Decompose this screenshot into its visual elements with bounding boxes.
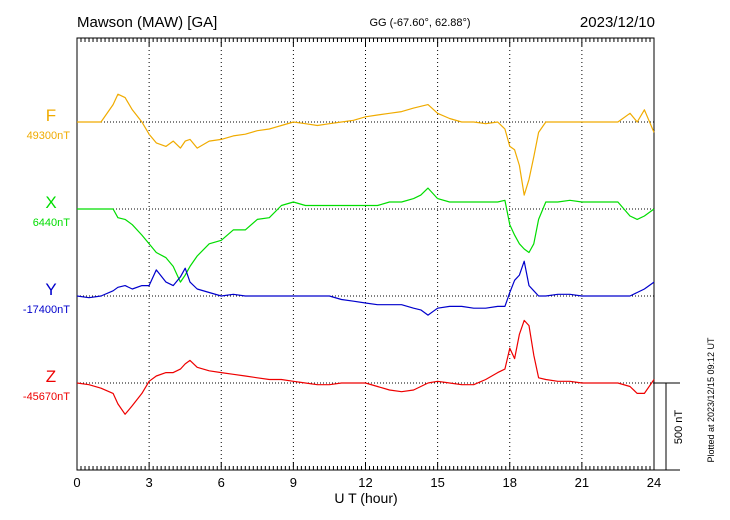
series-line-f [77, 93, 655, 196]
baseline-label-y: -17400nT [23, 304, 70, 316]
x-tick-labels: 0 3 6 9 12 15 18 21 24 [73, 475, 661, 490]
baseline-label-x: 6440nT [33, 217, 71, 229]
x-tick-label: 18 [503, 475, 517, 490]
series-line-y [76, 260, 655, 316]
coords-label: GG (-67.60°, 62.88°) [369, 17, 470, 29]
x-tick-label: 12 [358, 475, 372, 490]
x-tick-label: 24 [647, 475, 661, 490]
x-tick-label: 0 [73, 475, 80, 490]
station-title: Mawson (MAW) [GA] [77, 14, 217, 31]
x-tick-label: 6 [218, 475, 225, 490]
series-name-f: F [46, 106, 56, 125]
baselines [77, 121, 654, 384]
vertical-gridlines [148, 38, 583, 470]
plotted-note: Plotted at 2023/12/15 09:12 UT [706, 337, 716, 463]
x-tick-label: 15 [430, 475, 444, 490]
series-lines [76, 93, 655, 415]
series-line-x [77, 187, 655, 283]
x-tick-label: 21 [575, 475, 589, 490]
series-name-y: Y [45, 280, 56, 299]
series-labels: F 49300nT X 6440nT Y -17400nT Z -45670nT [23, 106, 70, 403]
scale-bar [654, 382, 680, 471]
series-name-z: Z [46, 367, 56, 386]
series-line-z [76, 319, 655, 415]
scale-label: 500 nT [673, 410, 685, 445]
baseline-label-f: 49300nT [27, 130, 71, 142]
axis-ticks [76, 38, 655, 470]
series-name-x: X [45, 193, 56, 212]
x-axis-label: U T (hour) [334, 490, 397, 506]
date-label: 2023/12/10 [580, 14, 655, 31]
x-tick-label: 9 [290, 475, 297, 490]
baseline-label-z: -45670nT [23, 391, 70, 403]
x-tick-label: 3 [146, 475, 153, 490]
